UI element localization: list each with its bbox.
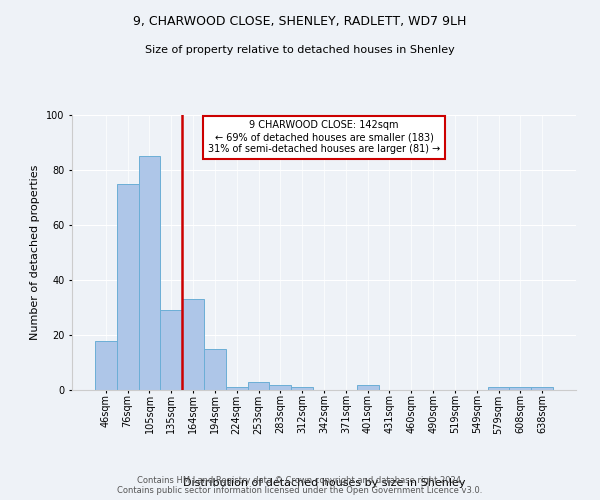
Bar (226, 387, 248, 390)
Text: Contains HM Land Registry data © Crown copyright and database right 2024.
Contai: Contains HM Land Registry data © Crown c… (118, 476, 482, 495)
Bar (117, 184, 139, 390)
Bar (291, 387, 313, 390)
Text: Size of property relative to detached houses in Shenley: Size of property relative to detached ho… (145, 45, 455, 55)
Bar (269, 384, 291, 390)
Bar (160, 310, 182, 390)
X-axis label: Distribution of detached houses by size in Shenley: Distribution of detached houses by size … (183, 478, 465, 488)
Bar (488, 387, 509, 390)
Bar (509, 387, 531, 390)
Bar (531, 387, 553, 390)
Bar (248, 382, 269, 390)
Text: 9 CHARWOOD CLOSE: 142sqm
← 69% of detached houses are smaller (183)
31% of semi-: 9 CHARWOOD CLOSE: 142sqm ← 69% of detach… (208, 120, 440, 154)
Text: 9, CHARWOOD CLOSE, SHENLEY, RADLETT, WD7 9LH: 9, CHARWOOD CLOSE, SHENLEY, RADLETT, WD7… (133, 15, 467, 28)
Bar (182, 299, 204, 390)
Bar (357, 384, 379, 390)
Y-axis label: Number of detached properties: Number of detached properties (31, 165, 40, 340)
Bar (204, 349, 226, 390)
Bar (139, 156, 160, 390)
Bar (95, 340, 117, 390)
